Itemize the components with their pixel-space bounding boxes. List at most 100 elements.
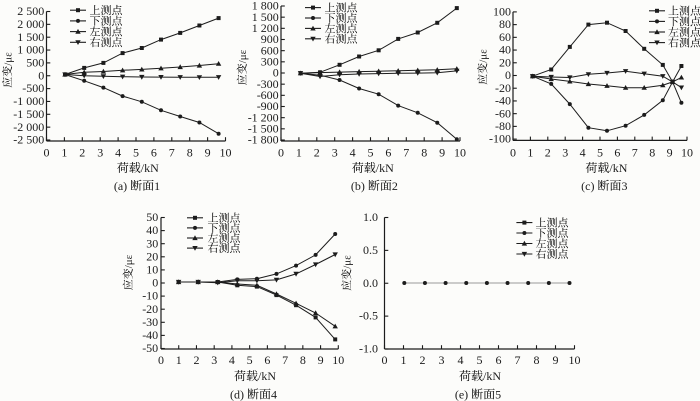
- svg-text:1: 1: [61, 145, 67, 159]
- svg-text:-1 500: -1 500: [248, 121, 279, 135]
- svg-text:-1 000: -1 000: [13, 94, 44, 108]
- svg-text:1: 1: [154, 179, 160, 193]
- svg-text:1 200: 1 200: [252, 21, 279, 35]
- svg-text:10: 10: [681, 145, 693, 159]
- svg-text:4: 4: [580, 145, 586, 159]
- svg-text:2: 2: [420, 353, 426, 367]
- svg-text:8: 8: [421, 145, 427, 159]
- svg-text:-20: -20: [495, 81, 511, 95]
- svg-text:-1 500: -1 500: [13, 107, 44, 121]
- svg-text:0: 0: [273, 66, 279, 80]
- svg-text:300: 300: [261, 54, 279, 68]
- svg-text:30: 30: [146, 236, 158, 250]
- svg-text:2 000: 2 000: [17, 17, 44, 31]
- svg-text:50: 50: [146, 210, 158, 224]
- svg-text:/με: /με: [237, 49, 249, 63]
- svg-text:(a): (a): [114, 179, 127, 193]
- svg-text:9: 9: [318, 353, 324, 367]
- svg-text:-30: -30: [142, 315, 158, 329]
- svg-text:1 000: 1 000: [17, 43, 44, 57]
- svg-text:/kN: /kN: [258, 369, 276, 383]
- svg-text:-10: -10: [142, 289, 158, 303]
- svg-text:1: 1: [527, 145, 533, 159]
- svg-text:1: 1: [176, 353, 182, 367]
- svg-text:1: 1: [296, 145, 302, 159]
- svg-text:3: 3: [332, 145, 338, 159]
- svg-text:-600: -600: [257, 88, 279, 102]
- svg-text:/με: /με: [2, 52, 14, 66]
- svg-text:0: 0: [38, 68, 44, 82]
- svg-text:-0.5: -0.5: [359, 309, 378, 323]
- svg-text:10: 10: [569, 353, 581, 367]
- svg-text:10: 10: [146, 263, 158, 277]
- svg-text:6: 6: [496, 353, 502, 367]
- svg-text:9: 9: [553, 353, 559, 367]
- svg-text:0.5: 0.5: [363, 243, 378, 257]
- svg-text:7: 7: [282, 353, 288, 367]
- svg-text:4: 4: [271, 387, 277, 401]
- svg-text:(e): (e): [455, 387, 468, 401]
- svg-text:-1 200: -1 200: [248, 110, 279, 124]
- svg-text:1 500: 1 500: [252, 10, 279, 24]
- svg-text:-500: -500: [22, 81, 44, 95]
- svg-text:2: 2: [314, 145, 320, 159]
- svg-text:-20: -20: [142, 302, 158, 316]
- svg-text:6: 6: [614, 145, 620, 159]
- svg-text:/με: /με: [477, 49, 489, 63]
- svg-text:0: 0: [152, 276, 158, 290]
- svg-text:40: 40: [146, 223, 158, 237]
- svg-text:5: 5: [247, 353, 253, 367]
- svg-text:600: 600: [261, 43, 279, 57]
- svg-text:-100: -100: [489, 132, 511, 146]
- svg-text:1 500: 1 500: [17, 30, 44, 44]
- svg-text:7: 7: [515, 353, 521, 367]
- svg-text:80: 80: [499, 17, 511, 31]
- svg-text:10: 10: [220, 145, 232, 159]
- svg-text:(c): (c): [581, 179, 594, 193]
- svg-text:0: 0: [158, 353, 164, 367]
- svg-text:8: 8: [300, 353, 306, 367]
- svg-text:10: 10: [454, 145, 466, 159]
- svg-text:8: 8: [187, 145, 193, 159]
- svg-text:-2 500: -2 500: [13, 133, 44, 147]
- svg-text:9: 9: [439, 145, 445, 159]
- svg-text:2: 2: [545, 145, 551, 159]
- svg-text:20: 20: [499, 55, 511, 69]
- svg-text:0.0: 0.0: [363, 276, 378, 290]
- svg-text:7: 7: [169, 145, 175, 159]
- svg-text:0: 0: [505, 68, 511, 82]
- svg-text:10: 10: [332, 353, 344, 367]
- svg-text:3: 3: [562, 145, 568, 159]
- svg-text:3: 3: [439, 353, 445, 367]
- svg-text:4: 4: [229, 353, 235, 367]
- svg-text:-40: -40: [495, 94, 511, 108]
- svg-text:/kN: /kN: [609, 161, 627, 175]
- svg-text:40: 40: [499, 43, 511, 57]
- svg-text:60: 60: [499, 30, 511, 44]
- svg-text:5: 5: [477, 353, 483, 367]
- svg-text:-60: -60: [495, 106, 511, 120]
- svg-text:1 800: 1 800: [252, 0, 279, 13]
- svg-text:2 500: 2 500: [17, 4, 44, 18]
- svg-text:5: 5: [495, 387, 501, 401]
- svg-text:1: 1: [401, 353, 407, 367]
- svg-text:1.0: 1.0: [363, 210, 378, 224]
- svg-text:2: 2: [193, 353, 199, 367]
- svg-text:6: 6: [385, 145, 391, 159]
- svg-text:0: 0: [382, 353, 388, 367]
- svg-text:6: 6: [151, 145, 157, 159]
- svg-text:(b): (b): [351, 179, 365, 193]
- svg-text:4: 4: [350, 145, 356, 159]
- svg-text:4: 4: [115, 145, 121, 159]
- svg-text:9: 9: [205, 145, 211, 159]
- svg-text:/kN: /kN: [483, 369, 501, 383]
- svg-text:3: 3: [211, 353, 217, 367]
- svg-text:-1 800: -1 800: [248, 133, 279, 147]
- svg-text:6: 6: [264, 353, 270, 367]
- svg-text:0: 0: [44, 145, 50, 159]
- svg-text:9: 9: [667, 145, 673, 159]
- svg-text:900: 900: [261, 32, 279, 46]
- svg-text:/με: /με: [341, 255, 353, 269]
- svg-text:2: 2: [79, 145, 85, 159]
- svg-text:5: 5: [597, 145, 603, 159]
